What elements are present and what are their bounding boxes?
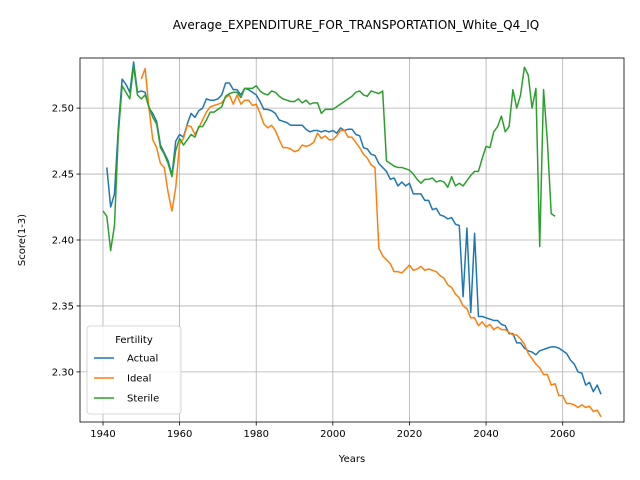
- legend-label-actual: Actual: [127, 354, 158, 365]
- legend-title: Fertility: [115, 335, 153, 346]
- y-axis-ticks: 2.30 2.35 2.40 2.45 2.50: [52, 104, 80, 378]
- y-tick-label: 2.30: [52, 367, 74, 378]
- series-lines: [102, 61, 602, 418]
- x-axis-label: Years: [338, 454, 365, 465]
- x-tick-label: 2040: [473, 429, 498, 440]
- y-tick-label: 2.40: [52, 236, 74, 247]
- y-tick-label: 2.50: [52, 104, 74, 115]
- y-tick-label: 2.45: [52, 170, 74, 181]
- y-axis-label: Score(1-3): [17, 214, 28, 266]
- x-tick-label: 1960: [167, 429, 192, 440]
- x-tick-label: 1940: [90, 429, 115, 440]
- y-tick-label: 2.35: [52, 301, 74, 312]
- x-axis-ticks: 1940 1960 1980 2000 2020 2040 2060: [90, 422, 575, 440]
- series-line-ideal: [140, 67, 602, 418]
- legend-label-sterile: Sterile: [127, 394, 159, 405]
- x-tick-label: 1980: [243, 429, 268, 440]
- legend-label-ideal: Ideal: [127, 374, 151, 385]
- legend-box: [86, 325, 182, 415]
- series-line-sterile: [102, 65, 556, 252]
- x-tick-label: 2060: [550, 429, 575, 440]
- x-tick-label: 2020: [397, 429, 422, 440]
- series-line-actual: [106, 61, 602, 395]
- chart-title: Average_EXPENDITURE_FOR_TRANSPORTATION_W…: [173, 18, 539, 32]
- legend: Fertility Actual Ideal Sterile: [86, 325, 182, 415]
- x-tick-label: 2000: [320, 429, 345, 440]
